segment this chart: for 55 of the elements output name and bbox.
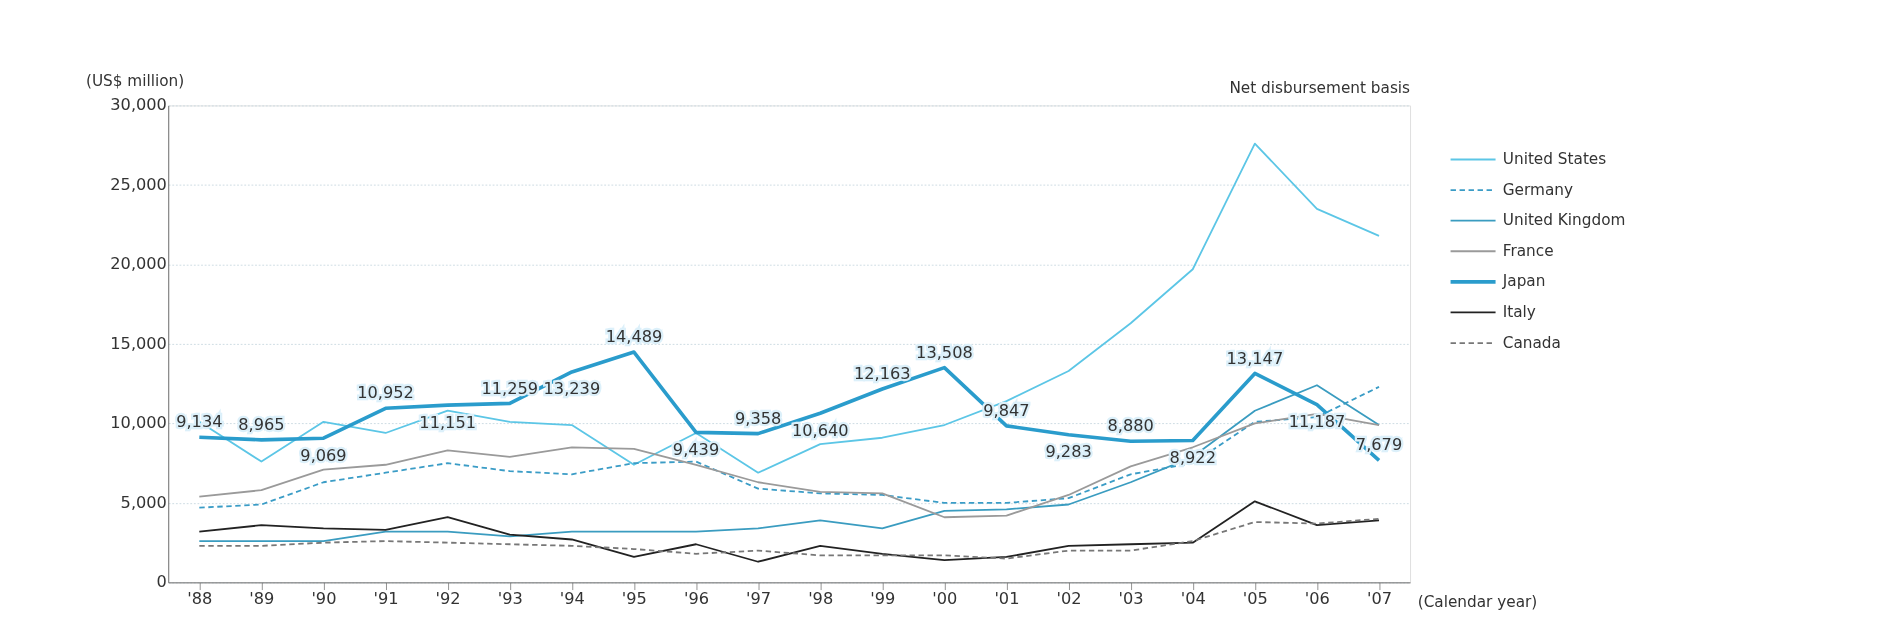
x-tick-label: '93 [497,589,523,609]
data-label: 11,259 [481,378,539,398]
legend-label: United Kingdom [1502,211,1626,230]
data-label: 9,134 [176,412,223,432]
y-tick-label: 10,000 [110,413,167,433]
x-tick-label: '04 [1180,589,1206,609]
x-tick-label: '99 [870,589,896,609]
x-tick-label: '90 [311,589,337,609]
legend-label: Italy [1502,302,1536,321]
data-label: 10,952 [357,383,414,403]
data-label: 9,283 [1045,442,1092,462]
x-tick-label: '96 [683,589,710,609]
legend-label: Germany [1502,180,1574,199]
line-series [198,500,1380,563]
data-label: 10,640 [791,420,849,440]
x-axis-title: (Calendar year) [1417,593,1538,612]
x-tick-label: '00 [932,589,958,609]
x-tick-label: '98 [808,589,834,609]
y-axis-title: (US$ million) [85,72,185,91]
data-label: 9,069 [300,445,347,465]
y-tick-label: 15,000 [110,333,167,353]
y-tick-label: 0 [156,572,167,592]
x-tick-label: '07 [1366,589,1393,609]
data-label: 14,489 [605,327,663,347]
legend-label: Japan [1501,272,1546,291]
data-label: 12,163 [853,364,911,384]
y-tick-label: 30,000 [110,95,167,115]
x-tick-label: '95 [621,589,647,609]
data-label: 8,965 [238,414,285,434]
x-tick-label: '94 [559,589,585,609]
line-series [198,517,1380,560]
legend-label: United States [1502,149,1607,168]
data-label: 8,880 [1107,416,1154,436]
x-tick-label: '89 [249,589,275,609]
y-tick-label: 5,000 [120,492,167,512]
legend-label: France [1502,241,1554,260]
y-tick-label: 20,000 [110,254,167,274]
data-label: 11,151 [419,412,476,432]
x-tick-label: '05 [1242,589,1268,609]
data-label: 13,508 [916,342,973,362]
data-label: 13,239 [543,379,601,399]
x-tick-label: '06 [1304,589,1330,609]
legend-label: Canada [1502,333,1561,352]
x-tick-label: '01 [994,589,1020,609]
data-label: 9,439 [672,439,720,459]
x-tick-label: '03 [1118,589,1144,609]
x-tick-label: '91 [373,589,399,609]
text: Net disbursement basis [1229,78,1411,97]
y-tick-label: 25,000 [110,174,167,194]
x-tick-label: '92 [435,589,461,609]
x-tick-label: '02 [1056,589,1082,609]
data-label: 9,358 [734,408,782,428]
x-tick-label: '88 [187,589,213,609]
x-tick-label: '97 [746,589,772,609]
data-label: 13,147 [1226,348,1284,368]
